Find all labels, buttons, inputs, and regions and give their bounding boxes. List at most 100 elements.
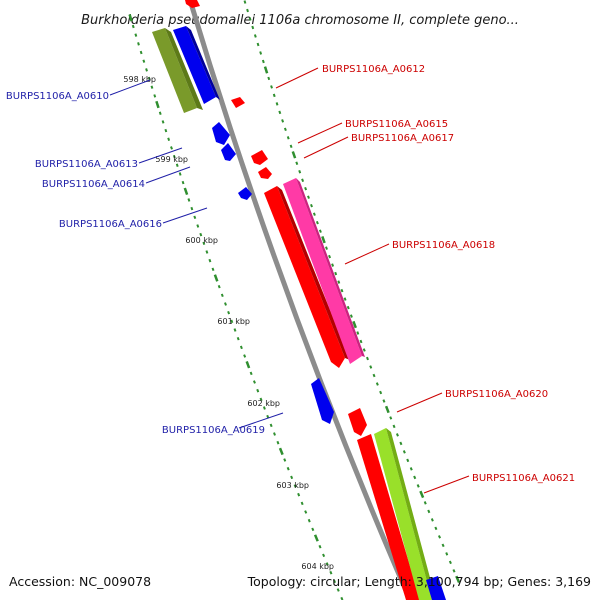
map-title: Burkholderia pseudomallei 1106a chromoso… [81,13,519,28]
minor-tick [281,119,285,123]
minor-tick [356,331,360,335]
major-tick [278,447,284,456]
major-tick [384,405,390,414]
accession-text: Accession: NC_009078 [9,574,151,589]
minor-tick [283,458,287,462]
minor-tick [289,144,293,149]
minor-tick [150,85,154,89]
minor-tick [233,328,237,332]
kbp-label: 604 kbp [301,562,334,571]
gene-a0621-lime-shade [386,428,436,600]
minor-tick [395,433,399,437]
minor-tick [211,267,215,272]
gene-a0614 [221,143,236,161]
gene-label-a0618[interactable]: BURPS1106A_A0618 [392,240,495,251]
minor-tick [158,111,162,115]
minor-tick [337,280,341,284]
minor-tick [161,120,165,124]
major-tick [155,100,160,109]
minor-tick [445,552,449,556]
minor-tick [270,85,273,89]
gene-label-a0615[interactable]: BURPS1106A_A0615 [345,119,448,130]
gene-label-a0612[interactable]: BURPS1106A_A0612 [322,64,425,75]
minor-tick [145,68,148,72]
leader-a0621 [423,475,470,494]
gene-label-a0621[interactable]: BURPS1106A_A0621 [472,473,575,484]
leader-a0619 [238,412,284,429]
minor-tick [267,76,271,81]
minor-tick [202,241,206,246]
minor-tick [343,297,347,301]
minor-tick [318,229,322,233]
minor-tick [167,137,171,141]
gene-a0617 [258,167,272,179]
minor-tick [261,59,265,64]
minor-tick [187,198,191,202]
minor-tick [199,232,203,237]
minor-tick [334,271,338,276]
leader-a0613 [138,147,183,164]
minor-tick [333,579,337,584]
minor-tick [402,450,406,454]
minor-tick [249,371,253,376]
major-tick [291,151,297,159]
gene-a0618-red [264,186,345,368]
minor-tick [208,258,212,263]
minor-tick [301,178,305,183]
gene-label-a0617[interactable]: BURPS1106A_A0617 [351,133,454,144]
minor-tick [322,553,326,558]
minor-tick [359,339,363,344]
major-tick [128,14,133,22]
minor-tick [448,560,452,565]
minor-tick [379,390,383,395]
minor-tick [452,569,456,573]
leader-a0615 [297,122,343,144]
gene-arrow-bottom [426,576,446,600]
minor-tick [134,33,138,37]
kbp-label: 598 kbp [123,75,156,84]
label-leader-lines [109,67,470,494]
minor-tick [178,172,182,176]
minor-tick [262,406,266,410]
minor-tick [259,397,263,402]
minor-tick [256,388,260,393]
leader-a0612 [275,67,319,89]
minor-tick [142,59,146,63]
minor-tick [137,42,140,46]
major-tick [213,274,219,282]
minor-tick [243,354,247,358]
chromosome-backbone [187,0,413,600]
gene-label-a0619[interactable]: BURPS1106A_A0619 [162,425,265,436]
minor-tick [430,518,434,522]
gene-label-a0620[interactable]: BURPS1106A_A0620 [445,389,548,400]
minor-tick [300,501,304,506]
gene-a0612 [231,97,245,108]
minor-tick [164,128,168,133]
gene-label-a0616[interactable]: BURPS1106A_A0616 [59,219,162,230]
major-tick [263,66,269,74]
minor-tick [325,246,328,250]
minor-tick [389,416,393,420]
gene-a0621-red [357,434,420,600]
gene-a0611-blue-shade [186,26,220,100]
minor-tick [253,34,257,38]
minor-tick [295,161,299,166]
minor-tick [230,319,234,324]
minor-tick [427,509,431,514]
minor-tick [273,432,276,436]
major-tick [419,490,425,499]
minor-tick [147,76,151,81]
gene-label-a0610[interactable]: BURPS1106A_A0610 [6,91,109,102]
leader-a0610 [109,79,151,96]
minor-tick [399,441,403,446]
gene-label-a0614[interactable]: BURPS1106A_A0614 [42,179,145,190]
minor-tick [325,562,329,566]
gene-label-a0613[interactable]: BURPS1106A_A0613 [35,159,138,170]
minor-tick [423,501,427,505]
minor-tick [246,8,249,13]
minor-tick [283,127,287,132]
minor-tick [441,543,445,548]
minor-tick [276,440,280,445]
gene-a0613 [212,122,230,145]
